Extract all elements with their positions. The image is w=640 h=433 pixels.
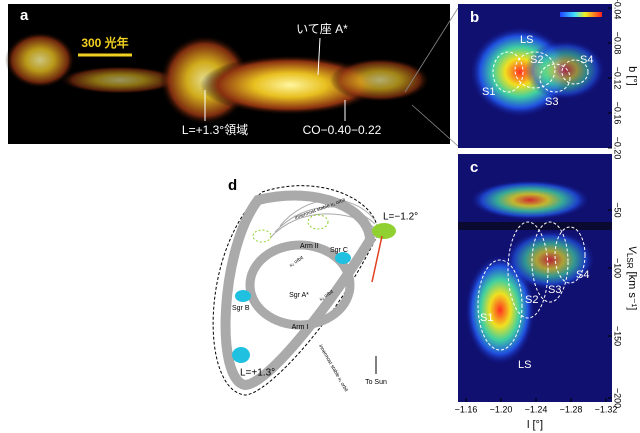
region-label: S4: [576, 269, 589, 281]
x-tick-label: −1.20: [490, 404, 513, 414]
region-label: S1: [480, 312, 493, 324]
outer-orbit: [212, 185, 378, 396]
region-outlines: [492, 51, 589, 93]
emission: [465, 255, 535, 365]
label: Sgr C: [330, 247, 348, 254]
panel-c: c S1 S2 S3 S4 LS −50 −100 −150 −200 −1.16 −1.…: [455, 154, 638, 431]
panel-label: d: [228, 177, 237, 194]
label: L=−1.2°: [383, 212, 418, 223]
emission: [505, 230, 595, 290]
pointer: [317, 37, 321, 76]
annotation: いて座 A*: [296, 21, 348, 36]
panel-b: b LS S2 S4 S1 S3 −0.04−0.08−0.12−0.16−0.…: [458, 0, 638, 159]
emission: [525, 40, 605, 100]
emission: [330, 58, 430, 102]
label: x₂ orbit: [288, 255, 305, 269]
cloud: [252, 229, 272, 243]
y-tick-label: −150: [613, 326, 623, 346]
region-label: LS: [520, 34, 533, 46]
panel-label: a: [20, 7, 29, 24]
y-tick-label: −200: [613, 388, 623, 408]
region-label: S4: [580, 54, 593, 66]
cloud: [235, 290, 251, 302]
y-tick-label: −0.16: [613, 102, 623, 125]
region-label: S2: [530, 54, 543, 66]
panel-label: c: [470, 159, 478, 176]
zoom-line: [411, 104, 459, 147]
gap: [458, 222, 612, 230]
cloud: [232, 347, 250, 363]
emission: [60, 66, 180, 94]
arrow: [371, 235, 383, 283]
panel-d: d Arm II Arm I Sgr C Sgr B Sgr A* L=−1.2…: [212, 177, 418, 396]
arms: [245, 240, 355, 330]
y-tick-label: −100: [613, 258, 623, 278]
y-tick-label: −0.12: [613, 67, 623, 90]
y-ticks: −0.04 −0.08 −0.12 −0.16 −0.20: [608, 0, 623, 159]
region-label: S2: [525, 294, 538, 306]
y-axis-label: VLSR[km s⁻¹]: [625, 246, 638, 311]
emission: [200, 55, 380, 115]
label: Sgr B: [232, 305, 250, 312]
y-tick-label: −0.04: [613, 0, 623, 19]
region-label: S1: [482, 86, 495, 98]
y-tick-label: −50: [613, 202, 623, 217]
region-label: S3: [545, 96, 558, 108]
panel-label: b: [470, 9, 479, 26]
x-tick-label: −1.32: [595, 404, 618, 414]
x-tick-label: −1.28: [560, 404, 583, 414]
ticks: −50 −100 −150 −200 −1.16 −1.20 −1.24 −1.28 −1.32: [455, 202, 623, 414]
annotation: L=+1.3°領域: [182, 122, 248, 137]
annotation: CO−0.40−0.22: [303, 123, 382, 137]
y-tick-label: −0.08: [613, 32, 623, 55]
y-tick-label: −0.20: [613, 137, 623, 160]
x-axis-label: l [°]: [527, 419, 543, 431]
label: L=+1.3°: [240, 368, 275, 379]
x-tick-label: −1.24: [525, 404, 548, 414]
label: innermost stable x₁ orbit: [317, 344, 349, 394]
x-tick-label: −1.16: [455, 404, 478, 414]
region-outlines: [477, 221, 586, 351]
scale-bar-label: 300 光年: [81, 35, 128, 50]
label: Arm I: [292, 324, 309, 331]
cloud: [307, 214, 329, 230]
label: Sgr A*: [289, 292, 309, 299]
region-label: S3: [548, 284, 561, 296]
label: To Sun: [365, 379, 387, 386]
y-axis-label: b [°]: [626, 66, 638, 86]
cloud: [372, 223, 396, 239]
emission: [5, 32, 75, 88]
zoom-line: [404, 7, 459, 93]
cloud: [335, 252, 351, 264]
emission: [470, 180, 590, 220]
colorbar: [560, 12, 602, 17]
region-label: LS: [518, 359, 531, 371]
label: Arm II: [300, 243, 319, 250]
streams: [269, 199, 376, 239]
panel-a: a 300 光年 いて座 A* L=+1.3°領域 CO−0.40−0.22: [5, 4, 459, 147]
x1-orbit: [220, 190, 376, 391]
